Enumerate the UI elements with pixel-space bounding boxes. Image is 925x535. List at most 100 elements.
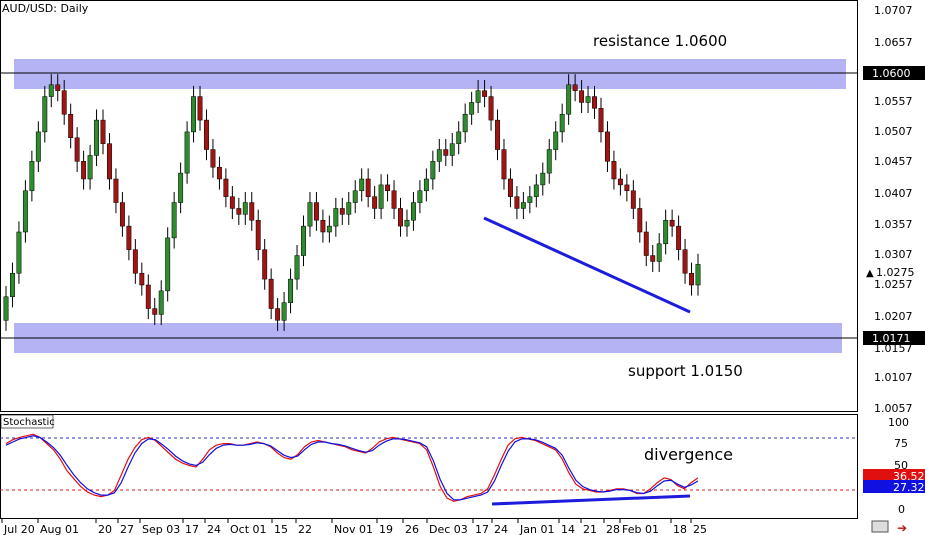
divergence-label: divergence [644,445,733,464]
candle-body [132,249,138,274]
candle-body [100,119,106,144]
candle-body [10,272,15,298]
price-tick: 1.0057 [874,402,913,415]
candle-body [268,278,274,309]
x-tick-label: 27 [120,523,134,535]
price-tick: 1.0257 [874,278,913,291]
x-tick-label: 24 [207,523,221,535]
candle-body [656,243,662,262]
candle-body [423,178,429,192]
candle-body [611,161,617,180]
resistance-price-marker-text: 1.0600 [872,67,911,80]
stoch-title-bg [0,414,54,429]
price-tick: 1.0207 [874,310,913,323]
candle-body [352,190,358,203]
title-bg [1,1,83,15]
candle-body [572,84,578,91]
candle-body [68,113,74,139]
candle-body [643,231,649,256]
stoch-tick: 0 [898,503,905,516]
price-tick: 1.0707 [874,4,913,17]
candle-body [501,149,507,180]
x-tick-label: 24 [494,523,508,535]
x-tick-label: 25 [693,523,707,535]
stoch-panel-frame [0,414,858,519]
candle-body [326,225,332,233]
x-tick-label: Oct 01 [230,523,267,535]
candle-body [385,184,391,192]
candle-body [469,102,475,115]
candle-body [682,249,688,274]
support-price-marker-text: 1.0171 [872,332,911,345]
price-tick: 1.0557 [874,95,913,108]
candle-body [255,219,261,250]
candle-body [540,172,546,186]
candle-body [94,119,99,156]
candle-body [359,178,365,192]
candle-body [81,161,87,180]
x-tick-label: 22 [298,523,312,535]
candle-body [113,178,119,203]
candle-body [313,202,319,221]
x-tick-label: 15 [274,523,288,535]
stoch-main-line [5,433,699,502]
candle-body [617,178,623,186]
candle-body [22,190,28,233]
candle-body [281,302,287,321]
support-price-marker [863,331,925,345]
resistance-zone [14,59,846,89]
stoch-layer [5,433,699,502]
candle-body [126,225,132,250]
candle-body [275,308,281,321]
candle-body [637,208,643,233]
scroll-icon[interactable] [871,520,889,533]
candle-body [55,84,61,91]
candle-body [204,119,209,150]
x-tick-label: 18 [673,523,687,535]
price-tick: 1.0657 [874,36,913,49]
candle-body [288,278,294,303]
price-trendline [483,216,691,314]
candle-body [592,96,597,109]
stoch-tick: 50 [894,459,908,472]
x-tick-label: 14 [561,523,575,535]
candle-body [669,219,675,227]
candle-body [87,155,93,180]
current-price-marker [863,265,925,279]
candle-body [566,84,572,115]
candle-body [178,172,184,203]
candle-body [553,131,559,150]
current-price-arrow: ▲ [866,268,874,279]
candle-body [339,208,345,215]
candle-body [29,161,35,192]
candle-body [152,308,158,315]
candle-body [495,119,500,150]
candle-body [443,149,449,156]
jump-to-end-icon[interactable]: ➔ [897,521,907,535]
stoch-blue-marker [863,480,925,493]
candle-body [158,290,164,315]
candle-body [475,90,481,103]
support-label: support 1.0150 [628,362,743,380]
time-axis: Jul 20 Aug 01 20 27 Sep 03 17 24 Oct 01 15 22 Nov … [1,519,707,535]
candle-body [16,231,22,274]
stoch-blue-value: 27.32 [893,481,925,494]
candle-body [579,90,585,103]
candle-body [365,178,371,197]
candle-body [242,202,248,215]
x-tick-label: 17 [475,523,489,535]
candle-body [676,225,682,250]
resistance-price-marker [863,66,925,80]
candle-body [398,208,403,227]
candle-body [346,202,352,215]
candle-body [527,196,533,203]
candle-body [514,196,520,209]
candle-body [249,202,255,221]
candle-body [301,225,306,256]
candle-body [165,237,171,292]
candle-body [119,202,125,227]
candle-body [449,143,455,156]
candle-body [262,249,268,280]
candle-body [145,284,151,309]
